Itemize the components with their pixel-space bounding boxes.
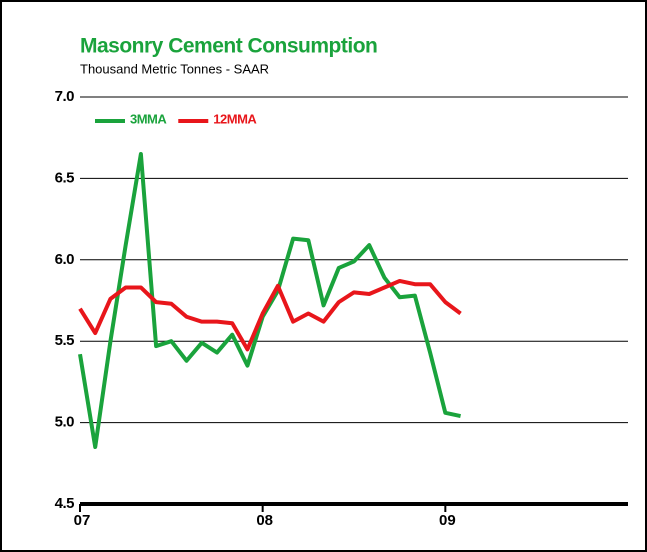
y-tick-label: 7.0 [55,88,75,105]
series-line [78,278,462,352]
y-tick-label: 5.5 [55,332,75,349]
chart-title: Masonry Cement Consumption [80,35,377,58]
x-tick-label: 09 [439,512,456,529]
chart-subtitle: Thousand Metric Tonnes - SAAR [80,61,269,76]
legend-label: 3MMA [130,111,167,126]
y-tick-label: 4.5 [55,495,75,512]
x-tick-label: 08 [256,512,273,529]
legend-label: 12MMA [213,111,257,126]
y-tick-label: 5.0 [55,414,75,431]
x-tick-label: 07 [74,512,91,529]
y-tick-label: 6.0 [55,251,75,268]
y-tick-label: 6.5 [55,169,75,186]
